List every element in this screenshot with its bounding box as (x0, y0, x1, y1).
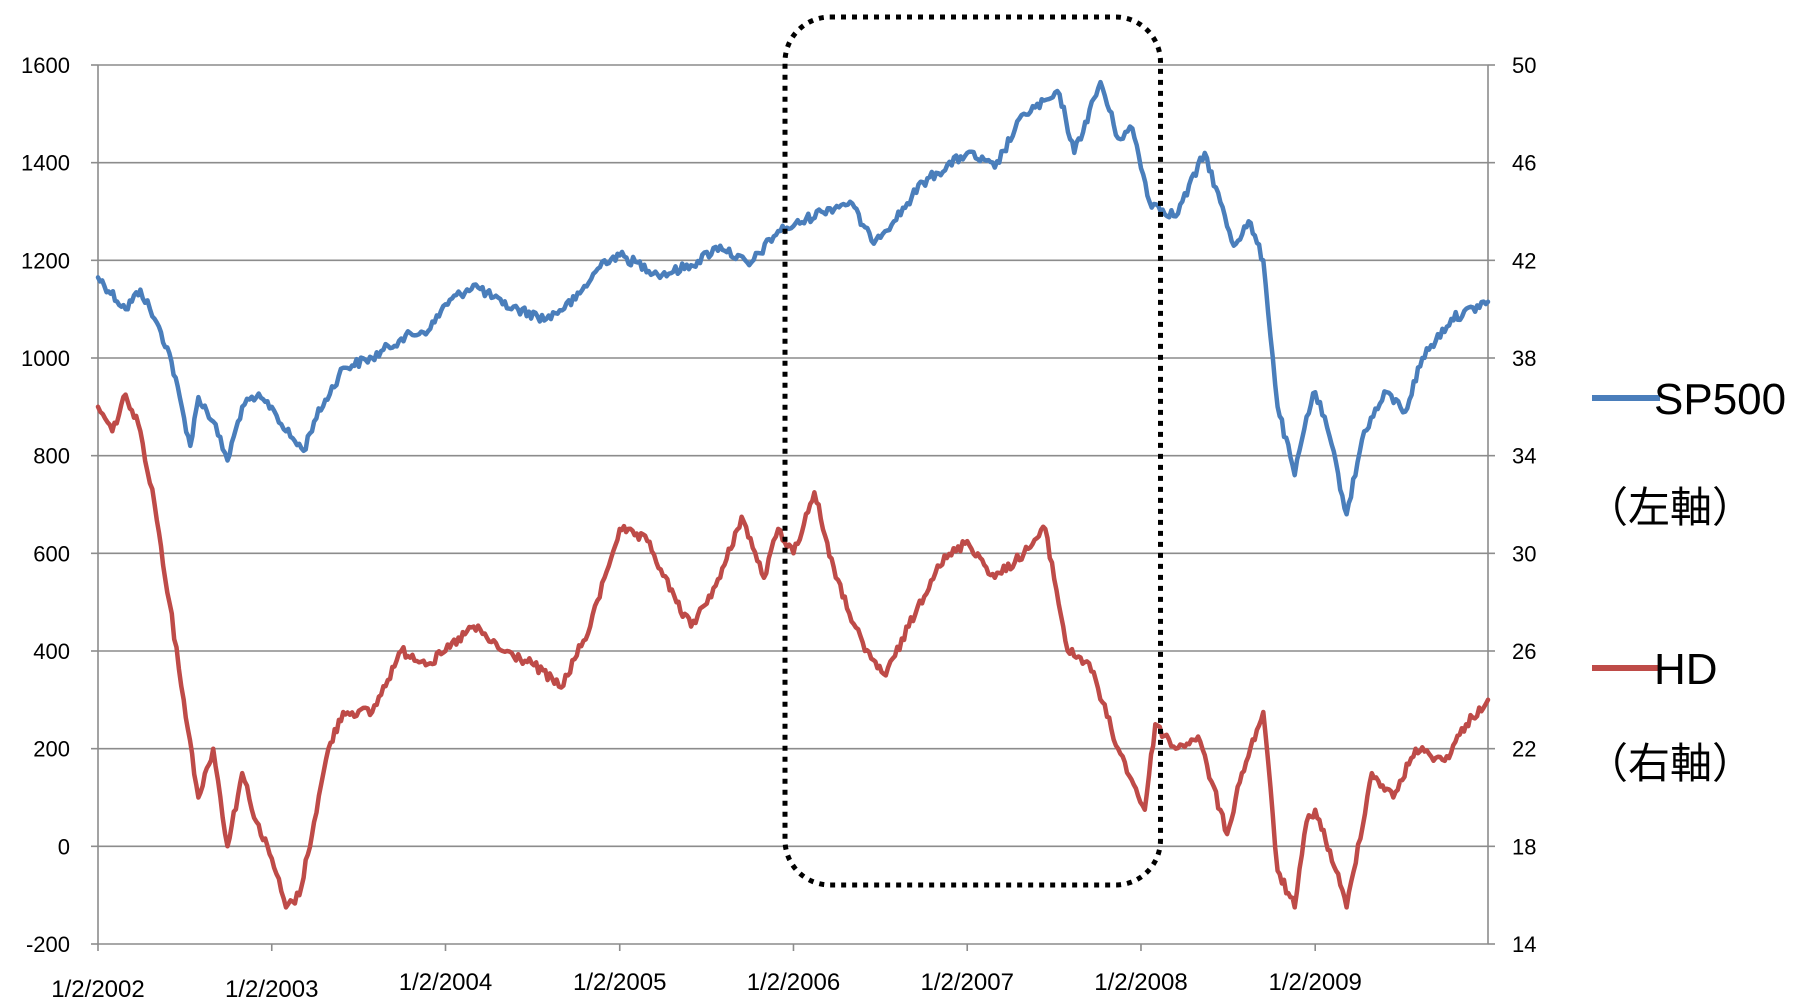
left-y-tick-label: 800 (33, 444, 70, 469)
left-y-tick-label: 600 (33, 541, 70, 566)
left-y-tick-label: 0 (58, 834, 70, 859)
plot-area (95, 79, 1491, 910)
legend-sp500-axis-label: （左軸） (1586, 483, 1754, 532)
left-y-tick-label: -200 (26, 932, 70, 957)
left-y-tick-label: 1400 (21, 151, 70, 176)
right-y-tick-label: 34 (1512, 444, 1536, 469)
right-y-tick-label: 14 (1512, 932, 1536, 957)
left-y-tick-label: 1200 (21, 248, 70, 273)
right-y-tick-label: 38 (1512, 346, 1536, 371)
x-tick-label: 1/2/2009 (1268, 969, 1361, 996)
x-tick-label: 1/2/2003 (225, 976, 318, 1003)
x-tick-label: 1/2/2008 (1094, 969, 1187, 996)
right-y-tick-label: 18 (1512, 834, 1536, 859)
legend: SP500 （左軸） HD （右軸） (1586, 375, 1786, 788)
right-y-tick-label: 26 (1512, 639, 1536, 664)
x-axis: 1/2/2002 1/2/2003 1/2/2004 1/2/2005 1/2/2006… (51, 969, 1362, 1003)
x-tick-label: 1/2/2007 (921, 969, 1014, 996)
gridlines (98, 64, 1488, 945)
legend-hd-label: HD (1654, 645, 1718, 694)
series-line-sp500 (95, 79, 1491, 517)
highlight-box (782, 14, 1163, 888)
legend-sp500-label: SP500 (1654, 375, 1786, 424)
axes (91, 64, 1495, 951)
x-tick-label: 1/2/2004 (399, 969, 492, 996)
left-y-tick-label: 1600 (21, 53, 70, 78)
left-y-tick-label: 200 (33, 737, 70, 762)
right-y-tick-label: 46 (1512, 151, 1536, 176)
left-y-axis: 1600 1400 1200 1000 800 600 400 200 0 -200 (21, 53, 70, 957)
left-y-tick-label: 1000 (21, 346, 70, 371)
right-y-tick-label: 50 (1512, 53, 1536, 78)
right-y-tick-label: 30 (1512, 541, 1536, 566)
x-tick-label: 1/2/2005 (573, 969, 666, 996)
right-y-axis: 50 46 42 38 34 30 26 22 18 14 (1512, 53, 1536, 957)
left-y-tick-label: 400 (33, 639, 70, 664)
x-tick-label: 1/2/2002 (51, 976, 144, 1003)
x-tick-label: 1/2/2006 (747, 969, 840, 996)
legend-hd-axis-label: （右軸） (1586, 739, 1754, 788)
series-line-hd (95, 392, 1491, 910)
right-y-tick-label: 22 (1512, 737, 1536, 762)
right-y-tick-label: 42 (1512, 248, 1536, 273)
